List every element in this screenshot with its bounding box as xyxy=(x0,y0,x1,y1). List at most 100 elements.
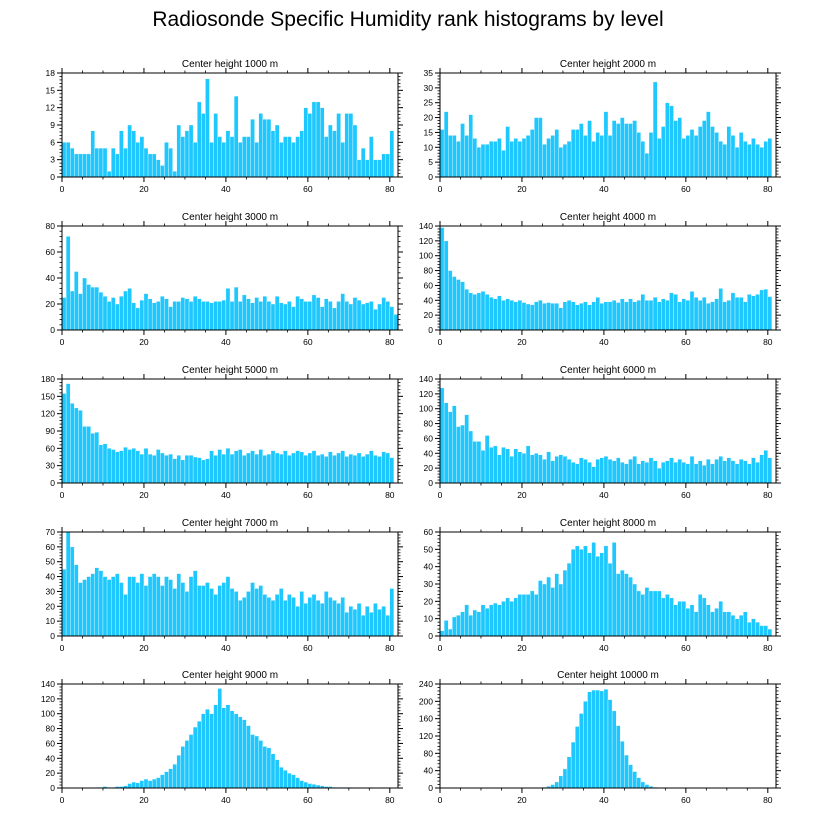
histogram-bar xyxy=(238,301,243,331)
histogram-bar xyxy=(710,301,715,331)
y-tick-label: 240 xyxy=(419,679,433,689)
histogram-bar xyxy=(340,293,345,331)
histogram-bar xyxy=(603,301,609,331)
histogram-bar xyxy=(74,564,79,637)
histogram-bar xyxy=(714,608,719,637)
histogram-bar xyxy=(156,159,161,178)
histogram-bar xyxy=(566,459,572,484)
histogram-bar xyxy=(603,111,609,178)
histogram-bar xyxy=(221,453,227,484)
histogram-bar xyxy=(336,301,341,331)
histogram-bar xyxy=(538,300,543,331)
histogram-bar xyxy=(266,301,272,331)
histogram-bar xyxy=(98,444,104,484)
histogram-bar xyxy=(673,294,678,331)
x-tick-label: 0 xyxy=(60,490,65,500)
histogram-bar xyxy=(628,298,633,331)
x-tick-label: 80 xyxy=(385,490,395,500)
histogram-bar xyxy=(192,296,198,331)
histogram-bar xyxy=(505,298,510,331)
histogram-bar xyxy=(115,153,120,178)
histogram-bar xyxy=(274,759,280,789)
histogram-bar xyxy=(238,142,243,178)
histogram-bar xyxy=(546,576,551,637)
histogram-bar xyxy=(360,147,366,178)
histogram-bar xyxy=(697,594,703,637)
histogram-bar xyxy=(677,459,682,484)
histogram-bar xyxy=(493,602,498,637)
histogram-bar xyxy=(611,542,617,637)
histogram-bar xyxy=(131,781,136,789)
histogram-bar xyxy=(497,604,502,637)
histogram-bar xyxy=(278,767,284,789)
histogram-bar xyxy=(640,141,646,178)
y-tick-label: 40 xyxy=(46,753,56,763)
histogram-bar xyxy=(262,455,268,484)
histogram-bar xyxy=(332,130,337,178)
histogram-bar xyxy=(262,594,268,637)
histogram-bar xyxy=(685,608,691,637)
histogram-bar xyxy=(464,414,469,484)
histogram-bar xyxy=(595,132,600,178)
histogram-bar xyxy=(546,302,551,331)
histogram-bar xyxy=(291,774,296,789)
histogram-bar xyxy=(484,144,490,178)
histogram-bar xyxy=(213,455,218,484)
histogram-bar xyxy=(542,303,547,331)
y-tick-label: 18 xyxy=(46,68,56,78)
histogram-bar xyxy=(311,784,317,789)
histogram-bar xyxy=(591,141,596,178)
histogram-bar xyxy=(217,301,222,331)
histogram-bar xyxy=(722,460,728,484)
histogram-bar xyxy=(274,452,280,484)
y-tick-label: 0 xyxy=(50,783,55,793)
histogram-bar xyxy=(525,303,531,331)
histogram-bar xyxy=(139,136,145,178)
y-tick-label: 120 xyxy=(41,694,55,704)
histogram-bar xyxy=(620,569,625,637)
histogram-bar xyxy=(135,307,141,331)
histogram-bar xyxy=(115,451,120,484)
histogram-bar xyxy=(238,600,243,637)
histogram-bar xyxy=(452,405,457,484)
histogram-bar xyxy=(340,597,345,637)
histogram-bar xyxy=(319,306,325,331)
histogram-bar xyxy=(714,132,719,178)
histogram-bar xyxy=(558,454,564,484)
histogram-bar xyxy=(192,456,198,484)
histogram-bar xyxy=(517,594,523,637)
histogram-bar xyxy=(599,690,605,789)
histogram-bar xyxy=(743,460,748,484)
y-tick-label: 60 xyxy=(424,527,434,537)
histogram-bar xyxy=(139,299,145,331)
histogram-bar xyxy=(456,615,461,637)
histogram-bar xyxy=(501,601,506,637)
x-tick-label: 40 xyxy=(599,795,609,805)
panel-6: Center height 6000 m 0 20 40 60 80 100 120 140 0 2… xyxy=(419,365,781,500)
histogram-bar xyxy=(143,448,149,484)
histogram-bar xyxy=(751,457,756,484)
histogram-bar xyxy=(373,603,378,637)
histogram-bar xyxy=(620,298,625,331)
histogram-bar xyxy=(303,107,309,178)
histogram-bar xyxy=(385,153,390,178)
x-tick-label: 80 xyxy=(763,795,773,805)
y-tick-label: 30 xyxy=(46,461,56,471)
y-tick-label: 20 xyxy=(424,463,434,473)
histogram-bar xyxy=(644,300,650,331)
histogram-bar xyxy=(685,135,691,178)
x-tick-label: 40 xyxy=(599,490,609,500)
histogram-bar xyxy=(767,296,773,331)
histogram-bar xyxy=(205,582,210,637)
histogram-bar xyxy=(575,463,580,484)
panel-title: Center height 7000 m xyxy=(182,518,278,529)
histogram-bar xyxy=(344,113,350,178)
histogram-bar xyxy=(373,455,378,484)
histogram-bar xyxy=(135,142,141,178)
histogram-bar xyxy=(755,294,760,331)
histogram-bar xyxy=(188,576,194,637)
y-tick-label: 0 xyxy=(50,631,55,641)
histogram-bar xyxy=(616,302,621,331)
y-tick-label: 40 xyxy=(46,273,56,283)
histogram-bar xyxy=(603,689,609,789)
